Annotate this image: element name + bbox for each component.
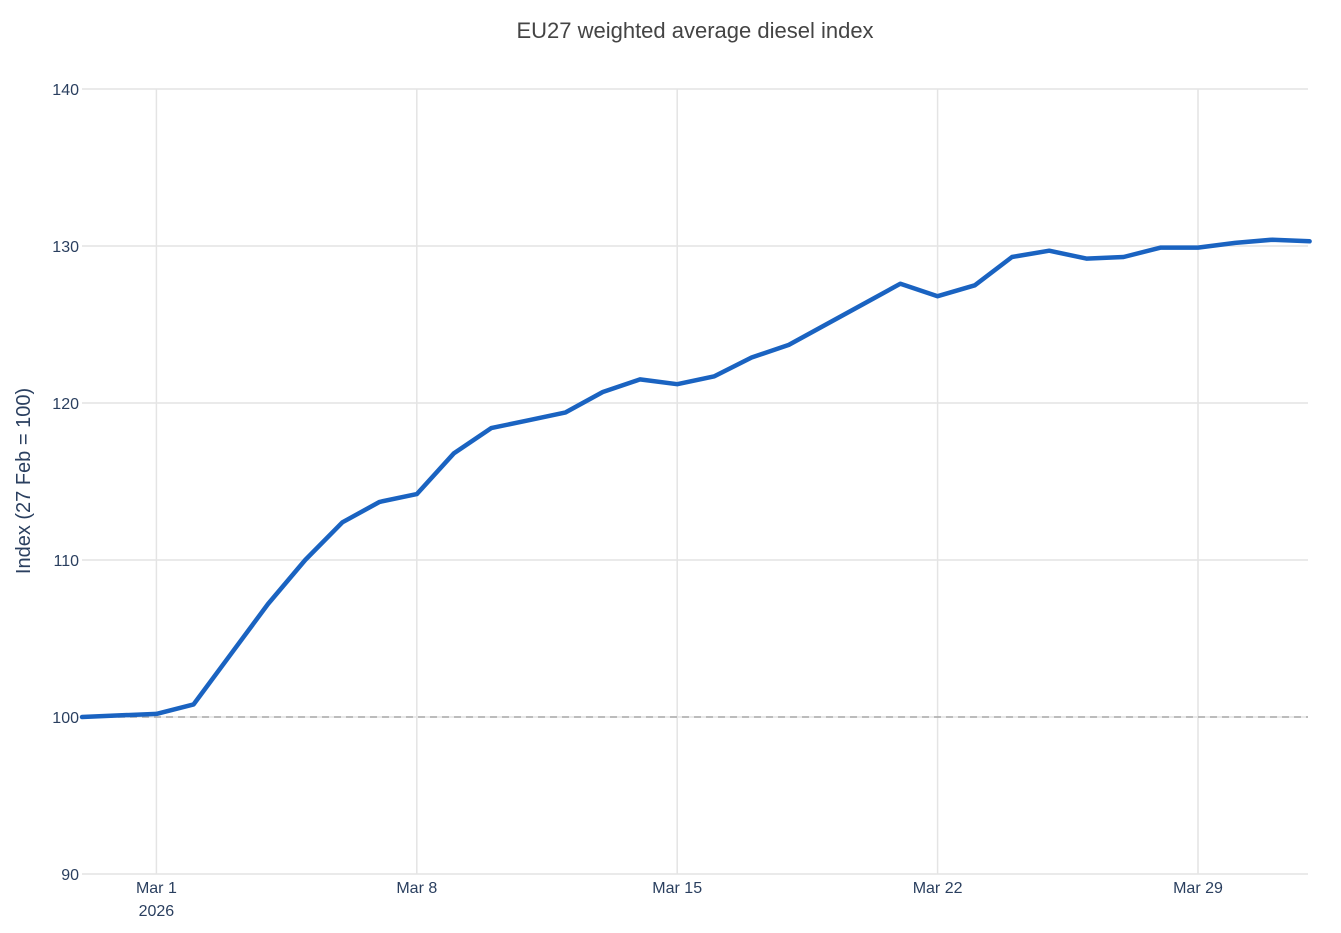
x-tick-label: Mar 15 bbox=[652, 880, 702, 897]
x-tick-label: Mar 8 bbox=[396, 880, 437, 897]
data-point bbox=[415, 492, 419, 496]
data-point bbox=[1122, 255, 1126, 259]
data-point bbox=[564, 410, 568, 414]
series-line bbox=[79, 237, 1312, 720]
y-tick-label: 100 bbox=[52, 710, 79, 727]
y-tick-label: 90 bbox=[61, 867, 79, 884]
data-point bbox=[1270, 238, 1274, 242]
data-point bbox=[1047, 249, 1051, 253]
x-tick-sublabel: 2026 bbox=[139, 903, 175, 920]
data-point bbox=[861, 302, 865, 306]
data-point bbox=[154, 712, 158, 716]
data-point bbox=[973, 283, 977, 287]
y-tick-label: 130 bbox=[52, 239, 79, 256]
x-tick-label: Mar 29 bbox=[1173, 880, 1223, 897]
data-point bbox=[898, 282, 902, 286]
data-point bbox=[340, 520, 344, 524]
data-point bbox=[80, 715, 84, 719]
x-tick-label: Mar 22 bbox=[913, 880, 963, 897]
x-tick-label: Mar 1 bbox=[136, 880, 177, 897]
data-point bbox=[266, 602, 270, 606]
y-tick-label: 120 bbox=[52, 396, 79, 413]
y-tick-label: 110 bbox=[53, 553, 79, 570]
data-point bbox=[526, 418, 530, 422]
data-point bbox=[489, 426, 493, 430]
data-point bbox=[1196, 246, 1200, 250]
data-point bbox=[1308, 239, 1312, 243]
x-tick-labels: Mar 1 2026 Mar 8 Mar 15 Mar 22 Mar 29 bbox=[136, 880, 1223, 920]
data-point bbox=[712, 374, 716, 378]
data-point bbox=[1233, 241, 1237, 245]
data-point bbox=[787, 343, 791, 347]
data-point bbox=[1010, 255, 1014, 259]
series-group bbox=[79, 237, 1312, 720]
data-point bbox=[303, 558, 307, 562]
grid-lines bbox=[82, 88, 1308, 875]
data-point bbox=[378, 500, 382, 504]
y-tick-label: 140 bbox=[52, 82, 79, 99]
data-point bbox=[824, 323, 828, 327]
data-point bbox=[638, 377, 642, 381]
data-point bbox=[601, 390, 605, 394]
data-point bbox=[192, 702, 196, 706]
data-point bbox=[117, 713, 121, 717]
chart-title: EU27 weighted average diesel index bbox=[516, 18, 873, 43]
data-point bbox=[229, 652, 233, 656]
data-point bbox=[452, 451, 456, 455]
y-tick-labels: 90 100 110 120 130 140 bbox=[52, 82, 79, 884]
data-point bbox=[1084, 257, 1088, 261]
data-point bbox=[1159, 246, 1163, 250]
data-point bbox=[675, 382, 679, 386]
y-axis-title: Index (27 Feb = 100) bbox=[13, 388, 35, 574]
data-point bbox=[750, 355, 754, 359]
data-point bbox=[936, 294, 940, 298]
